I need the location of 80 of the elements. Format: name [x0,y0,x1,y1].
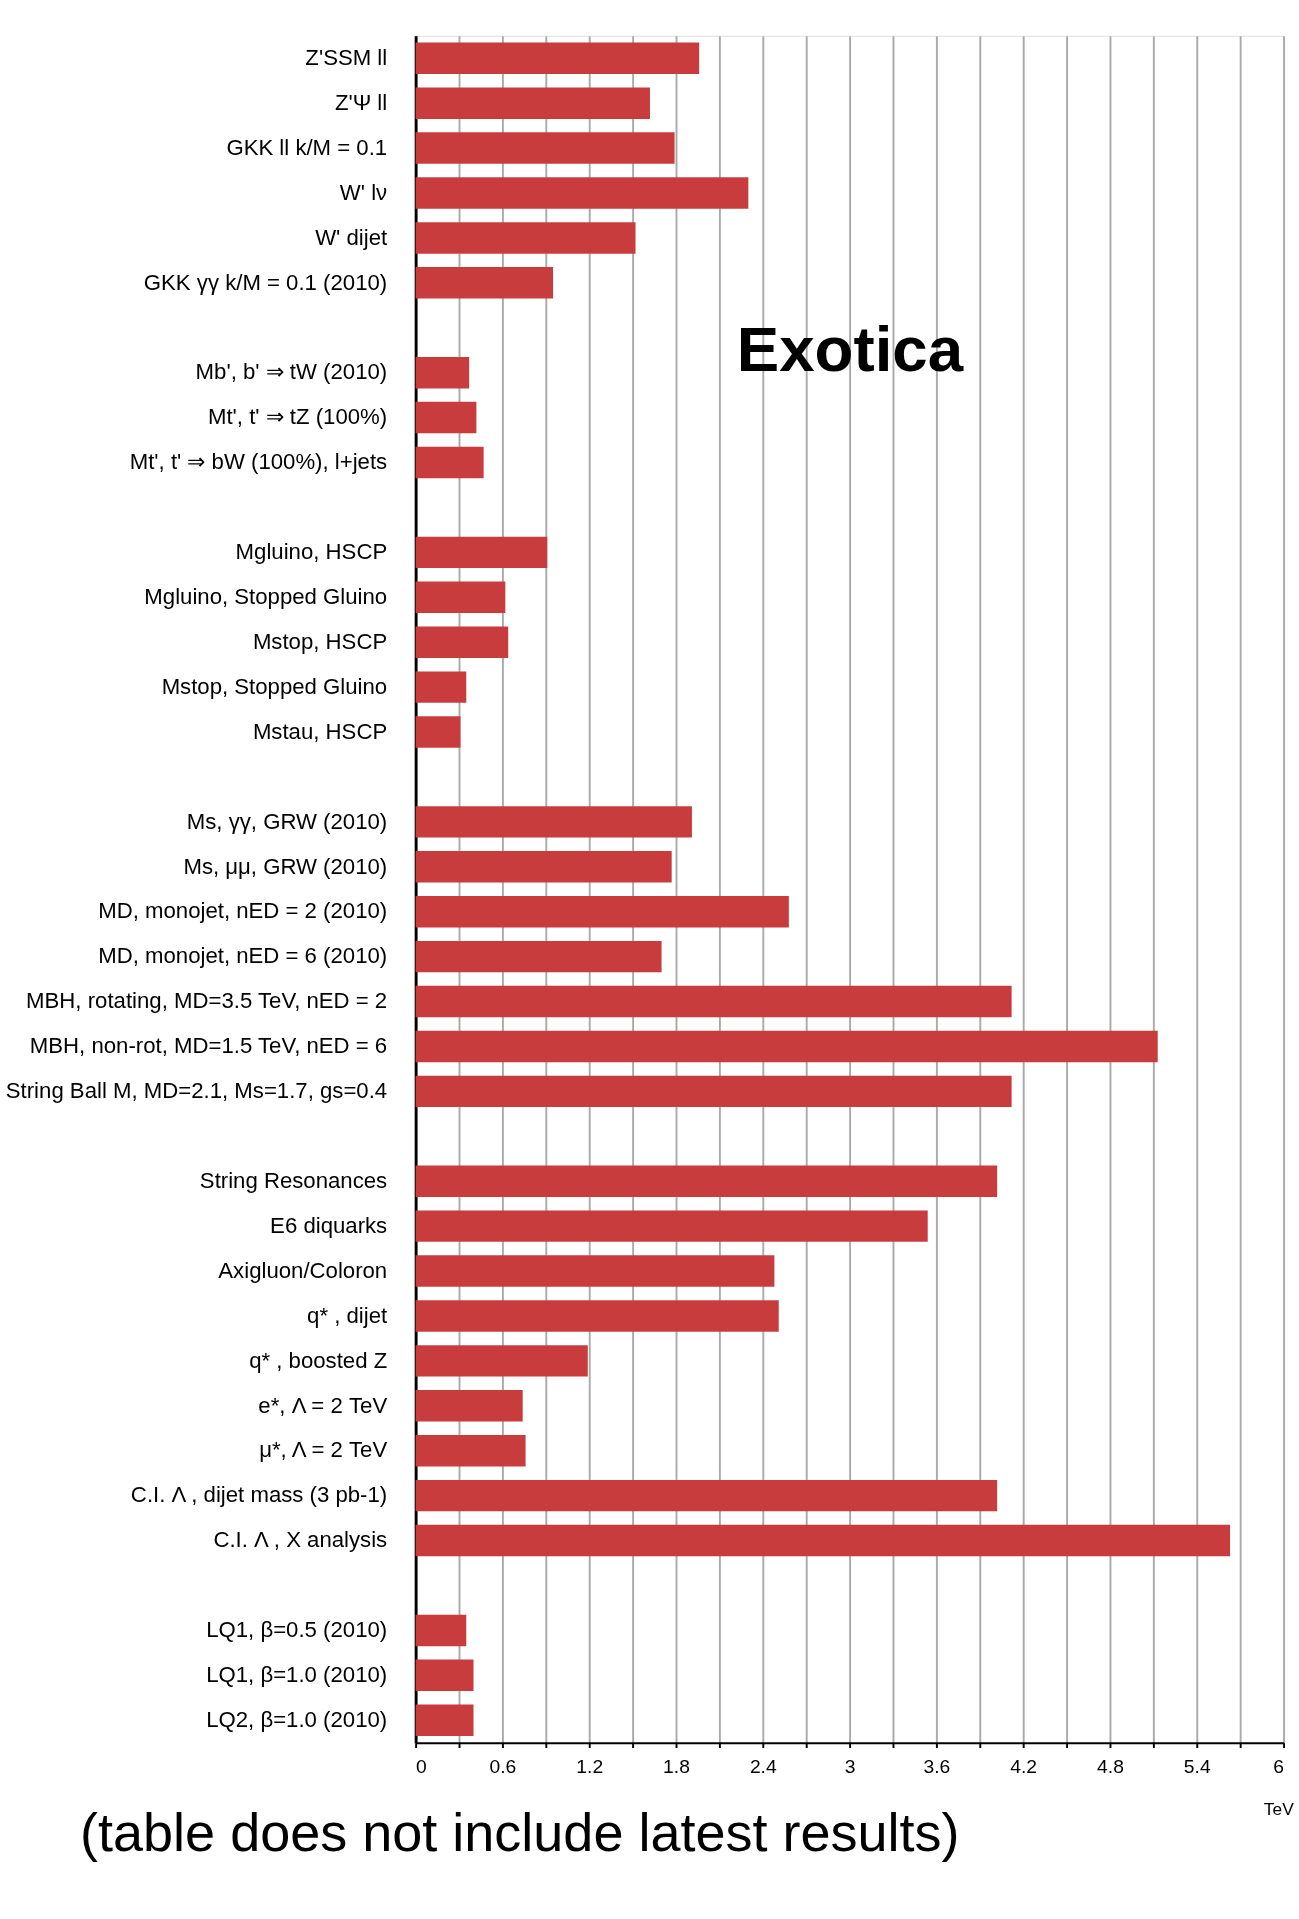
bar [415,581,506,613]
y-tick-label: W' dijet [315,224,388,250]
y-tick-label: GKK ll k/M = 0.1 [226,134,388,160]
y-tick-label: Mgluino, Stopped Gluino [144,584,388,610]
y-tick-label: Mt', t' ⇒ tZ (100%) [207,404,388,430]
y-tick-label: Mstop, Stopped Gluino [161,673,388,699]
y-tick-label: q* , dijet [307,1302,388,1328]
bar [415,806,692,838]
y-tick-label: Mgluino, HSCP [235,539,388,565]
y-tick-label: C.I. Λ , dijet mass (3 pb-1) [130,1482,388,1508]
bar [415,671,467,703]
bar [415,1030,1158,1063]
y-tick-label: Mstop, HSCP [252,628,388,654]
y-tick-label: Mt', t' ⇒ bW (100%), l+jets [129,449,388,475]
x-tick-label: 1.8 [663,1756,690,1778]
x-tick-label: 2.4 [749,1756,777,1778]
bar [415,1210,928,1242]
bar [415,536,548,569]
annotation: Exotica [736,312,964,384]
bar [415,401,477,434]
y-tick-label: Mstau, HSCP [252,718,388,744]
y-tick-label: Mb', b' ⇒ tW (2010) [195,359,388,385]
bar [415,177,749,209]
bar [415,1300,779,1332]
y-tick-label: e*, Λ = 2 TeV [258,1392,388,1418]
y-tick-label: Z'SSM ll [305,44,388,70]
y-tick-label: Z'Ψ ll [334,89,388,115]
bar [415,895,789,928]
y-tick-label: Axigluon/Coloron [218,1257,388,1283]
bar [415,985,1012,1018]
y-tick-label: MD, monojet, nED = 6 (2010) [98,943,388,969]
bar [415,267,554,299]
x-tick-label: 5.4 [1183,1756,1211,1778]
bar [415,1255,775,1287]
bar [415,851,672,883]
y-tick-label: μ*, Λ = 2 TeV [259,1437,388,1463]
y-tick-label: W' lν [339,179,388,205]
bar [415,132,675,164]
y-tick-label: Ms, γγ, GRW (2010) [186,808,388,834]
bar [415,1614,467,1647]
bar [415,1435,526,1467]
y-tick-label: String Ball M, MD=2.1, Ms=1.7, gs=0.4 [5,1078,388,1104]
x-tick-label: 6 [1273,1756,1285,1778]
y-tick-label: String Resonances [199,1167,388,1193]
bar [415,1479,998,1512]
x-axis-title: TeV [1263,1799,1295,1820]
bar [415,940,662,973]
bar [415,446,484,479]
x-tick-label: 0.6 [489,1756,517,1778]
bar [415,1524,1231,1557]
y-tick-label: Ms, μμ, GRW (2010) [183,853,388,879]
y-tick-label: q* , boosted Z [249,1347,388,1373]
y-tick-label: LQ2, β=1.0 (2010) [206,1707,388,1732]
y-tick-label: C.I. Λ , X analysis [213,1527,388,1553]
y-tick-label: LQ1, β=1.0 (2010) [206,1662,388,1688]
text: (table does not include latest results) [80,1801,960,1862]
bar [415,356,470,389]
y-tick-label: MD, monojet, nED = 2 (2010) [98,898,388,924]
bar [415,1390,523,1422]
y-tick-label: MBH, non-rot, MD=1.5 TeV, nED = 6 [29,1033,388,1059]
x-tick-label: 3.6 [923,1756,951,1778]
bar [415,1345,588,1377]
x-tick-label: 4.8 [1097,1756,1124,1778]
x-tick-label: 0 [416,1756,427,1778]
y-tick-label: MBH, rotating, MD=3.5 TeV, nED = 2 [26,988,388,1014]
bar [415,1659,474,1692]
bar [415,222,636,254]
y-tick-label: GKK γγ k/M = 0.1 (2010) [143,269,388,295]
y-tick-label: LQ1, β=0.5 (2010) [206,1617,388,1643]
x-tick-label: 1.2 [576,1756,604,1778]
bar [415,716,461,748]
y-tick-label: E6 diquarks [270,1212,388,1238]
bar [415,1075,1012,1108]
x-tick-label: 4.2 [1010,1756,1038,1778]
bar [415,87,650,119]
x-tick-label: 3 [844,1756,856,1778]
bar [415,1704,474,1736]
bar [415,42,700,74]
bar [415,1165,998,1197]
bar [415,626,509,658]
